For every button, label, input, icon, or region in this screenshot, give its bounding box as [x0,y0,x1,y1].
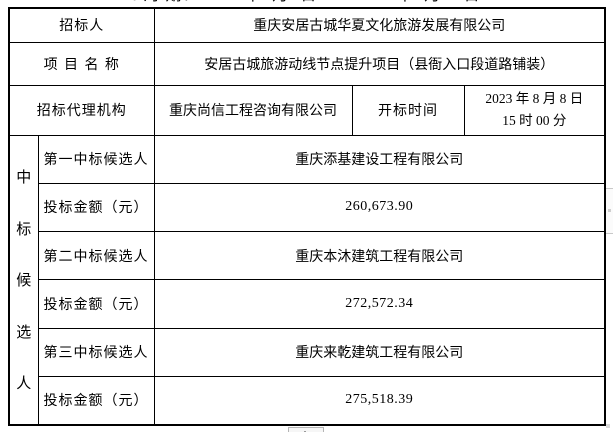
project-name-label: 项 目 名 称 [8,41,155,86]
table-row: 项 目 名 称 安居古城旅游动线节点提升项目（县衙入口段道路铺装） [8,41,606,86]
amount-3-value: 275,518.39 [153,375,606,426]
table-row: 第二中标候选人 重庆本沐建筑工程有限公司 [9,230,606,281]
candidate-group-header: 中 标 候 选 人 [8,134,39,425]
amount-1-value: 260,673.90 [153,182,606,233]
candidate-2-label: 第二中标候选人 [37,230,155,281]
amount-2-value: 272,572.34 [153,279,606,329]
candidate-3-label: 第三中标候选人 [37,327,155,377]
open-time-value: 2023 年 8 月 8 日 15 时 00 分 [463,84,606,136]
table-row: 招标代理机构 重庆尚信工程咨询有限公司 开标时间 2023 年 8 月 8 日 … [8,84,606,136]
agency-value: 重庆尚信工程咨询有限公司 [153,84,353,136]
table-row: 投标金额（元） 272,572.34 [9,279,606,329]
table-row: 招标人 重庆安居古城华夏文化旅游发展有限公司 [8,7,606,43]
table-row: 中 标 候 选 人 第一中标候选人 重庆添基建设工程有限公司 [8,134,606,425]
amount-2-label: 投标金额（元） [37,279,155,329]
candidate-2-value: 重庆本沐建筑工程有限公司 [153,230,606,281]
open-time-date: 2023 年 8 月 8 日 [485,91,584,106]
candidate-1-label: 第一中标候选人 [37,134,155,184]
open-time-clock: 15 时 00 分 [502,113,567,128]
cutoff-box-artifact [288,427,324,432]
table-row: 投标金额（元） 260,673.90 [9,182,606,233]
amount-3-label: 投标金额（元） [37,375,155,426]
amount-1-label: 投标金额（元） [37,182,155,233]
agency-label: 招标代理机构 [8,84,155,136]
clipped-top-text: 公示期：2023年8月9日——2023年8月11日 [8,0,604,6]
corner-dot-artifact [606,424,610,428]
candidate-1-value: 重庆添基建设工程有限公司 [153,134,606,184]
open-time-label: 开标时间 [351,84,465,136]
candidate-group-vertical-label: 中 标 候 选 人 [16,168,32,392]
table-row: 第三中标候选人 重庆来乾建筑工程有限公司 [9,327,606,377]
bidder-label: 招标人 [8,7,155,43]
project-name-value: 安居古城旅游动线节点提升项目（县衙入口段道路铺装） [153,41,606,86]
table-row: 投标金额（元） 275,518.39 [9,375,606,426]
bidder-value: 重庆安居古城华夏文化旅游发展有限公司 [153,7,606,43]
bid-result-table: 招标人 重庆安居古城华夏文化旅游发展有限公司 项 目 名 称 安居古城旅游动线节… [8,7,607,426]
scrollbar-fragment[interactable] [606,188,613,234]
candidate-3-value: 重庆来乾建筑工程有限公司 [153,327,606,377]
